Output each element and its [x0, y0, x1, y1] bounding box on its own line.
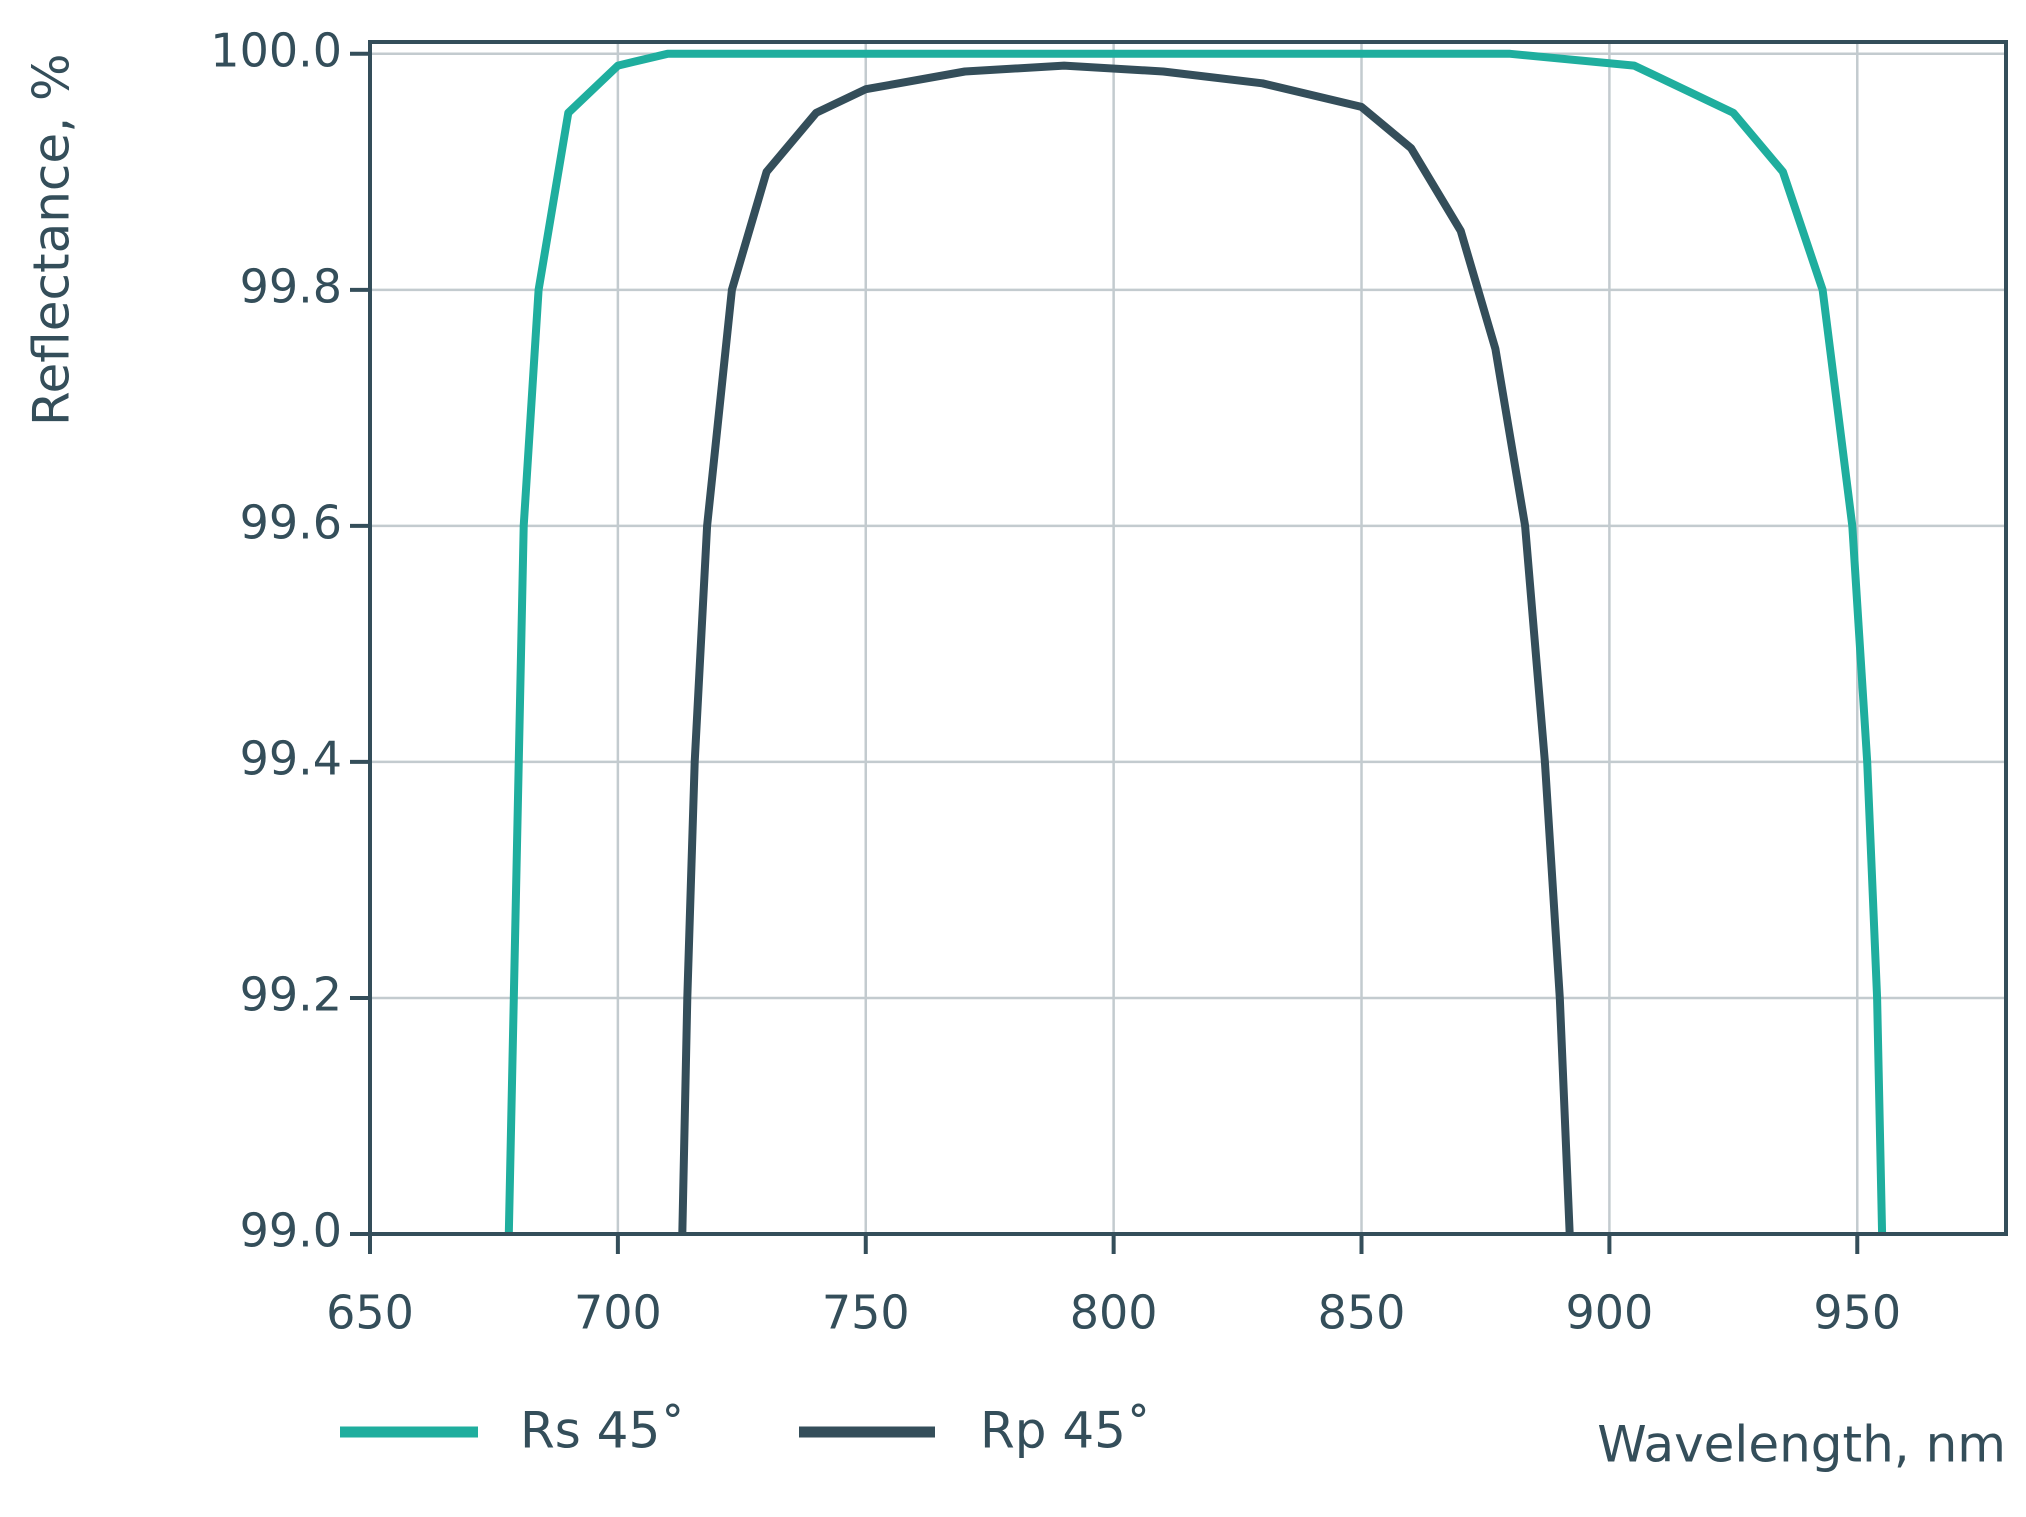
- y-tick-label: 99.8: [240, 259, 342, 313]
- lines: [504, 49, 1887, 1234]
- x-tick-label: 650: [326, 1286, 414, 1340]
- data-line: [504, 49, 1887, 1234]
- x-tick-label: 900: [1565, 1286, 1653, 1340]
- x-tick-label: 950: [1813, 1286, 1901, 1340]
- y-tick-label: 99.4: [240, 731, 342, 785]
- legend-label: Rp 45˚: [980, 1402, 1151, 1460]
- plot-frame: [368, 40, 2008, 1236]
- x-axis-label: Wavelength, nm: [1597, 1416, 2006, 1474]
- y-tick-label: 99.6: [240, 495, 342, 549]
- y-tick-label: 100.0: [210, 23, 342, 77]
- data-line: [678, 61, 1574, 1234]
- y-axis-label: Reflectance, %: [23, 54, 81, 427]
- y-tick-label: 99.0: [240, 1204, 342, 1258]
- x-tick-label: 850: [1318, 1286, 1406, 1340]
- legend-label: Rs 45˚: [520, 1402, 685, 1460]
- x-tick-label: 750: [822, 1286, 910, 1340]
- y-tick-label: 99.2: [240, 967, 342, 1021]
- x-tick-label: 800: [1070, 1286, 1158, 1340]
- x-tick-label: 700: [574, 1286, 662, 1340]
- grid: [368, 42, 2006, 1236]
